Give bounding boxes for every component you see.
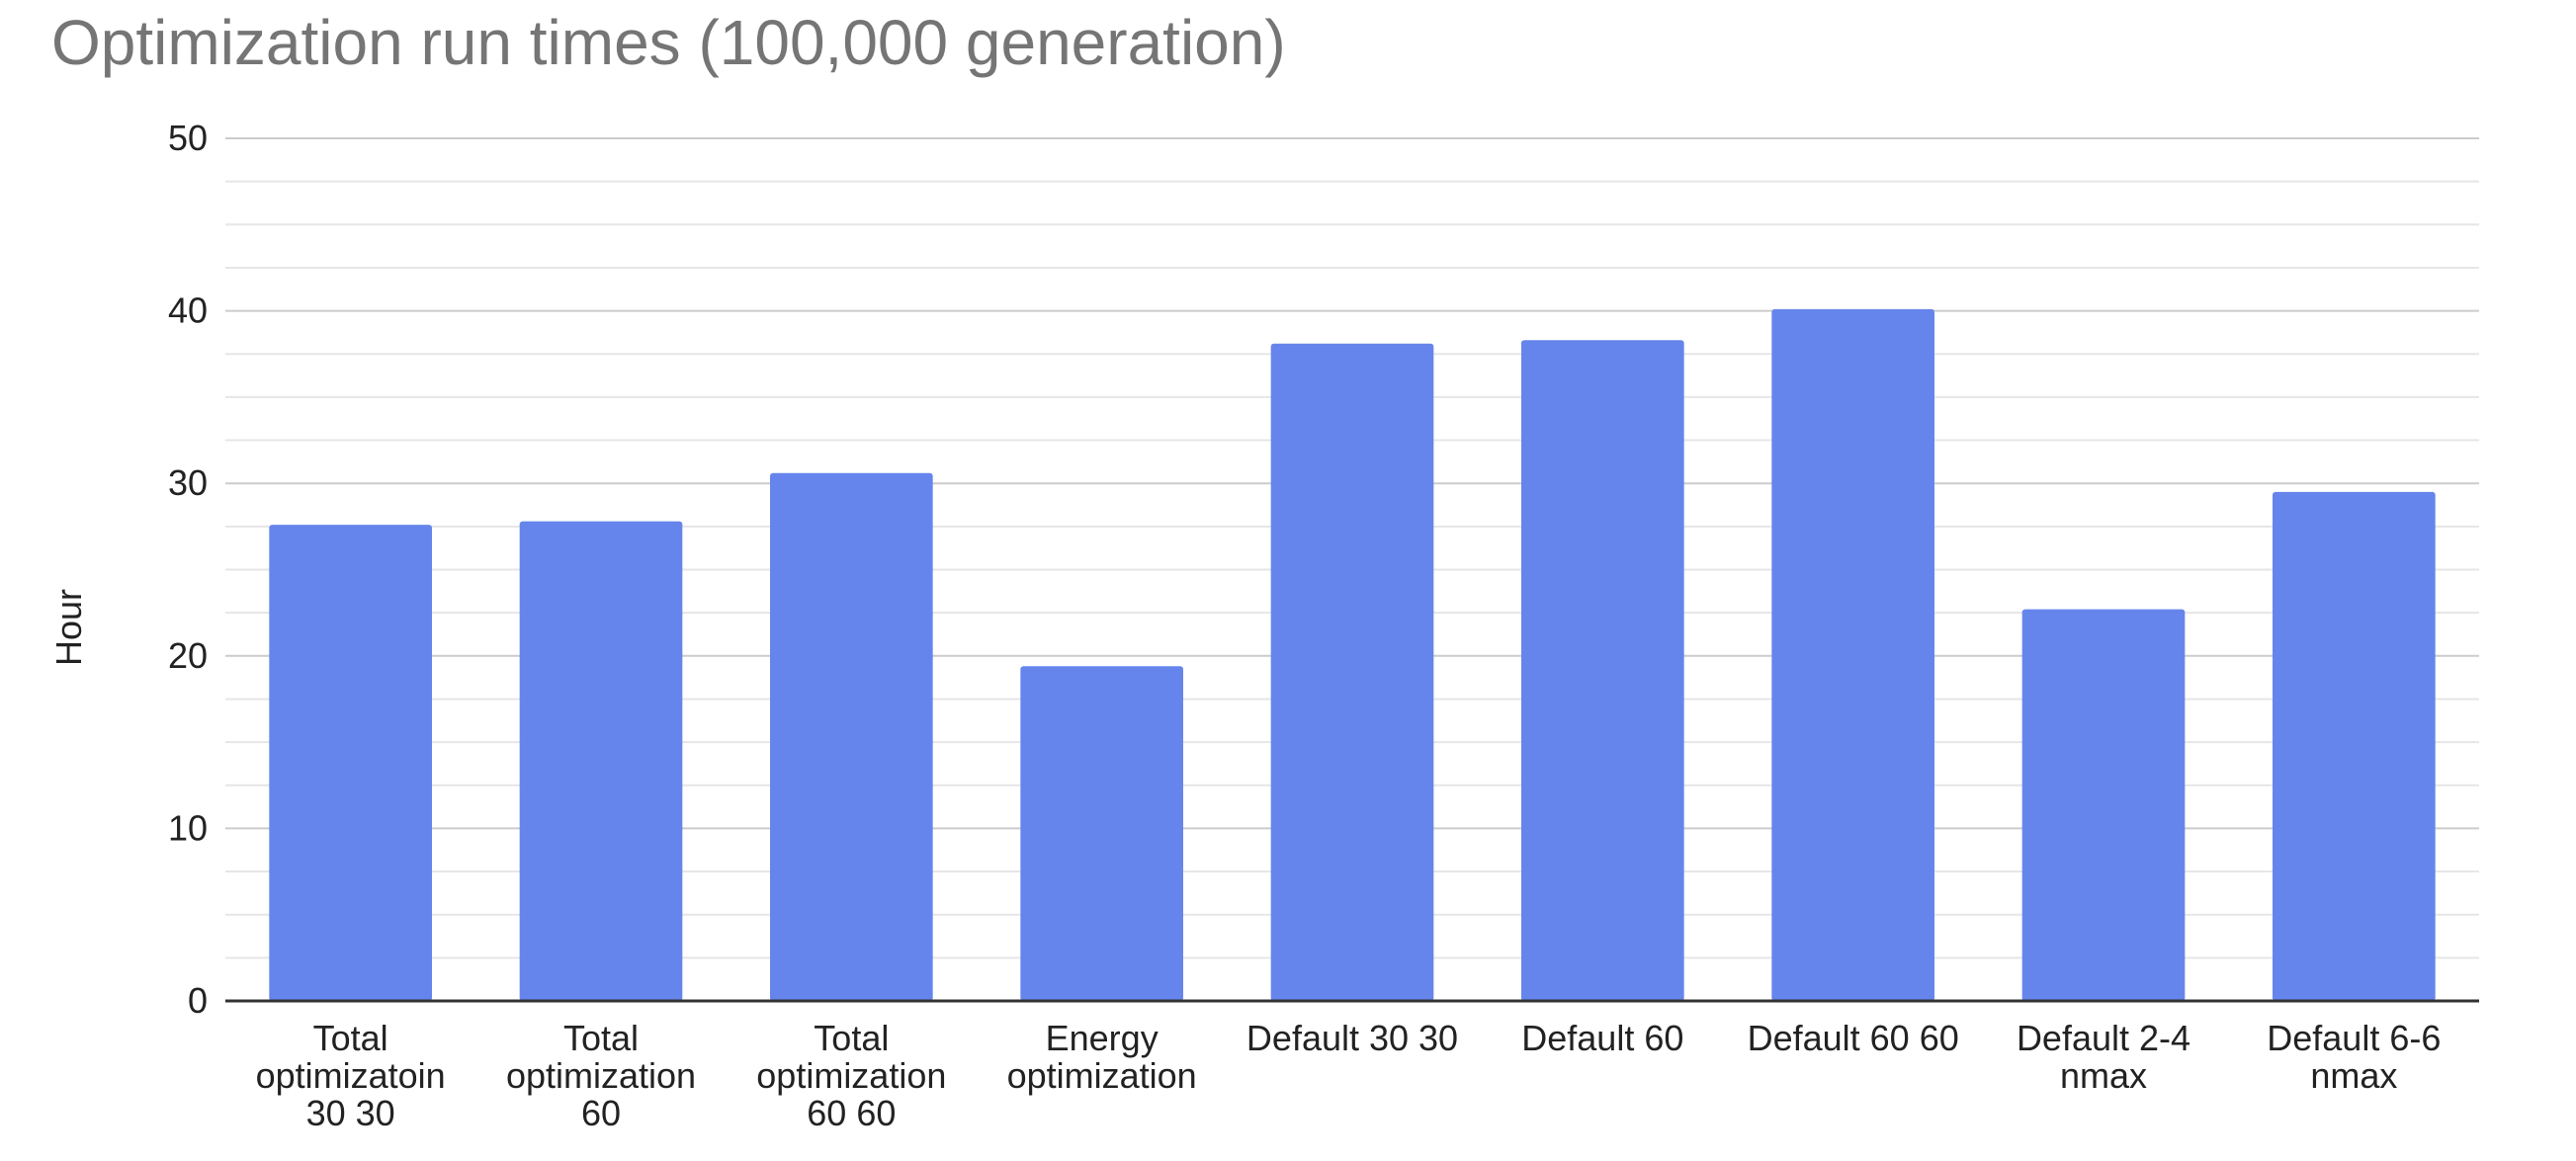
- x-category-label: Total optimization 60: [506, 1018, 696, 1133]
- chart-title: Optimization run times (100,000 generati…: [51, 7, 1286, 78]
- bar: [2273, 491, 2436, 1001]
- bars: [269, 308, 2436, 1002]
- labels: 0 10 20 30 40 50 Total optimizatoin 30 30 Total op…: [168, 118, 2441, 1133]
- y-tick-label: 50: [168, 118, 208, 158]
- bar: [1270, 343, 1434, 1001]
- x-category-label: Default 30 30: [1246, 1018, 1458, 1058]
- bar: [269, 525, 432, 1001]
- y-tick-label: 30: [168, 462, 208, 503]
- y-axis-title: Hour: [48, 589, 89, 666]
- y-tick-label: 40: [168, 290, 208, 331]
- bar: [519, 521, 683, 1001]
- x-category-label: Energy optimization: [1007, 1018, 1197, 1096]
- x-category-label: Default 60 60: [1748, 1018, 1959, 1058]
- x-category-label: Default 60: [1521, 1018, 1683, 1058]
- x-category-label: Total optimizatoin 30 30: [256, 1018, 446, 1133]
- x-category-label: Default 2-4 nmax: [2017, 1018, 2190, 1096]
- y-tick-label: 10: [168, 807, 208, 848]
- bar: [1020, 666, 1183, 1001]
- y-tick-label: 0: [188, 980, 208, 1021]
- bar: [1521, 340, 1684, 1002]
- bar: [1771, 308, 1934, 1001]
- x-category-label: Total optimization 60 60: [756, 1018, 946, 1133]
- x-category-label: Default 6-6 nmax: [2267, 1018, 2441, 1096]
- y-tick-label: 20: [168, 635, 208, 676]
- bar: [770, 472, 933, 1001]
- bar: [2021, 609, 2186, 1001]
